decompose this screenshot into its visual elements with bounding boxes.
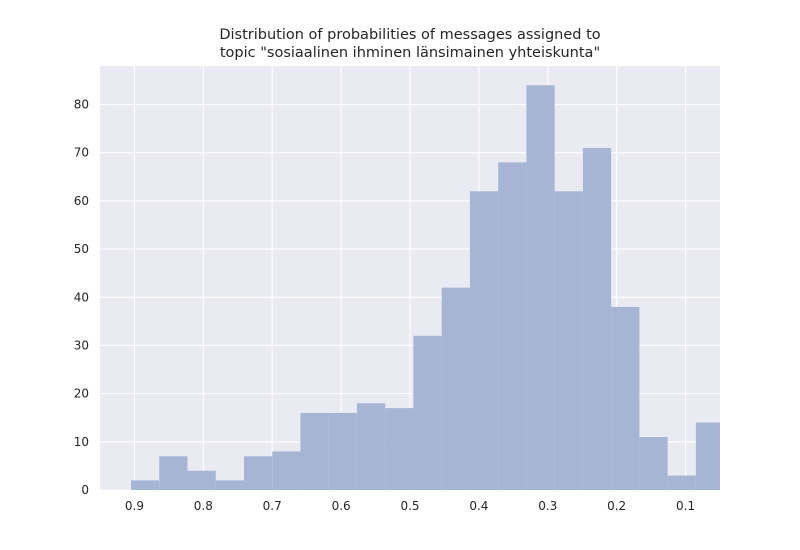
y-tick-label: 0: [81, 483, 89, 497]
y-tick-label: 10: [74, 435, 89, 449]
x-tick-label: 0.2: [607, 499, 626, 513]
histogram-bar: [639, 437, 668, 490]
y-axis-tick-labels: 0 10 20 30 40 50 60 70 80: [74, 98, 89, 497]
histogram-bar: [328, 412, 357, 490]
histogram-bar: [131, 480, 160, 490]
y-tick-label: 50: [74, 242, 89, 256]
x-tick-label: 0.6: [332, 499, 351, 513]
y-tick-label: 30: [74, 338, 89, 352]
histogram-bar: [187, 470, 216, 490]
histogram-bar: [356, 403, 386, 490]
histogram-bar: [611, 306, 640, 490]
x-tick-label: 0.4: [469, 499, 488, 513]
y-tick-label: 40: [74, 290, 89, 304]
histogram-bar: [385, 408, 414, 490]
x-tick-label: 0.8: [194, 499, 213, 513]
histogram-bars: [131, 85, 720, 491]
x-axis-tick-labels: 0.9 0.8 0.7 0.6 0.5 0.4 0.3 0.2 0.1: [125, 499, 695, 513]
histogram-bar: [498, 162, 527, 490]
y-tick-label: 20: [74, 387, 89, 401]
y-tick-label: 70: [74, 146, 89, 160]
histogram-bar: [215, 480, 244, 490]
histogram-bar: [582, 147, 612, 490]
chart-title-line-2: topic "sosiaalinen ihminen länsimainen y…: [220, 45, 600, 61]
x-tick-label: 0.3: [538, 499, 557, 513]
x-tick-label: 0.9: [125, 499, 144, 513]
y-tick-label: 80: [74, 98, 89, 112]
histogram-bar: [469, 191, 499, 491]
x-tick-label: 0.7: [263, 499, 282, 513]
y-tick-label: 60: [74, 194, 89, 208]
histogram-bar: [667, 475, 696, 490]
histogram-bar: [272, 451, 301, 490]
histogram-bar: [695, 422, 720, 490]
x-tick-label: 0.1: [676, 499, 695, 513]
histogram-bar: [413, 335, 442, 490]
histogram-bar: [300, 412, 329, 490]
histogram-bar: [243, 456, 273, 490]
histogram-bar: [159, 456, 188, 490]
x-tick-label: 0.5: [400, 499, 419, 513]
chart-title-line-1: Distribution of probabilities of message…: [219, 27, 600, 43]
histogram-bar: [441, 287, 470, 490]
histogram-bar: [554, 191, 583, 491]
histogram-bar: [526, 85, 555, 490]
